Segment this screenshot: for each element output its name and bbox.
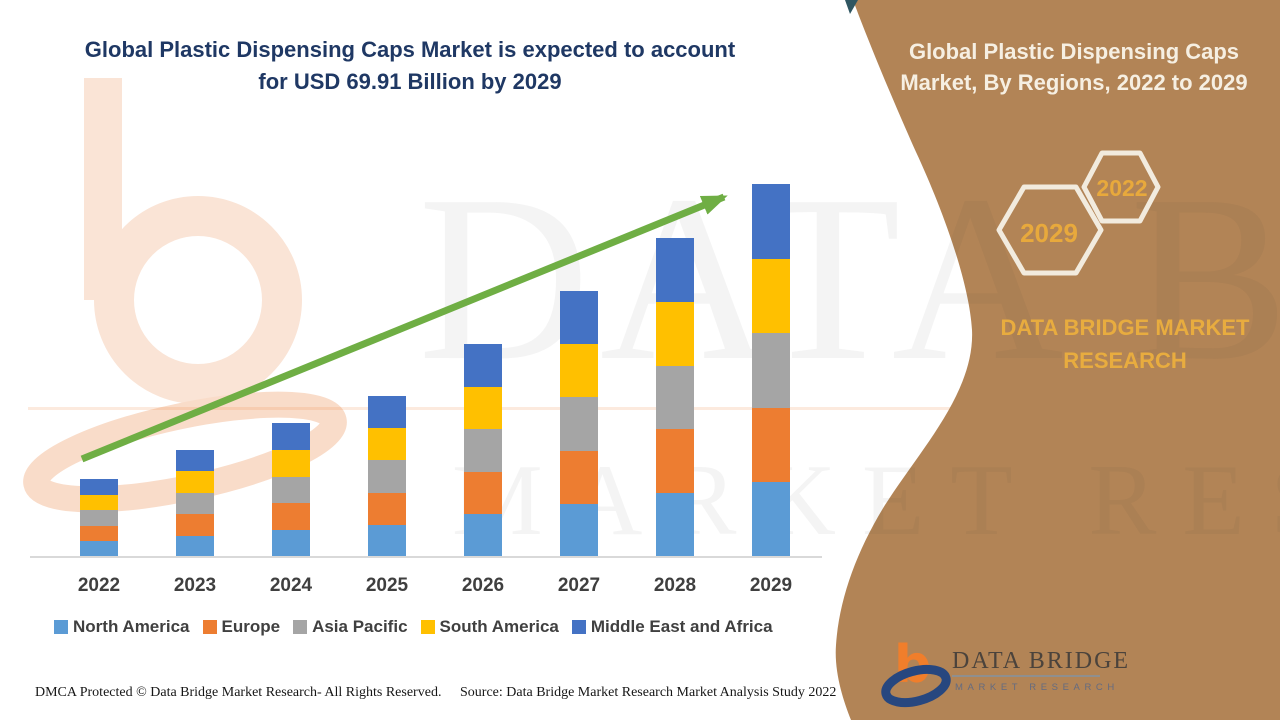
bar-segment-2024-europe xyxy=(272,503,310,531)
legend-item-middle-east-and-africa: Middle East and Africa xyxy=(571,617,773,637)
bar-2029 xyxy=(752,184,790,557)
bar-segment-2029-asia-pacific xyxy=(752,333,790,408)
bar-segment-2022-south-america xyxy=(80,494,118,511)
bar-segment-2028-asia-pacific xyxy=(656,365,694,430)
bar-segment-2026-middle-east-and-africa xyxy=(464,344,502,387)
bar-segment-2027-asia-pacific xyxy=(560,397,598,451)
bar-segment-2027-south-america xyxy=(560,344,598,398)
logo-name-text: DATA BRIDGE xyxy=(952,648,1128,674)
chart-title: Global Plastic Dispensing Caps Market is… xyxy=(40,34,780,98)
brand-text-line2: RESEARCH xyxy=(1063,348,1187,373)
bar-segment-2024-north-america xyxy=(272,530,310,557)
bar-segment-2028-north-america xyxy=(656,493,694,557)
bar-segment-2029-north-america xyxy=(752,482,790,557)
brand-text-line1: DATA BRIDGE MARKET xyxy=(1000,315,1250,340)
bar-segment-2028-europe xyxy=(656,429,694,494)
bar-segment-2028-middle-east-and-africa xyxy=(656,238,694,302)
bar-2022 xyxy=(80,479,118,557)
x-label-2025: 2025 xyxy=(365,575,409,596)
footer-source-text: Source: Data Bridge Market Research Mark… xyxy=(460,685,837,700)
bar-segment-2026-south-america xyxy=(464,386,502,430)
legend-item-europe: Europe xyxy=(202,617,281,637)
legend-swatch-icon xyxy=(202,620,217,634)
bar-segment-2024-asia-pacific xyxy=(272,476,310,504)
bar-2026 xyxy=(464,344,502,557)
bar-segment-2024-south-america xyxy=(272,449,310,477)
chart-title-line1: Global Plastic Dispensing Caps Market is… xyxy=(84,37,736,62)
bar-segment-2024-middle-east-and-africa xyxy=(272,423,310,450)
x-label-2026: 2026 xyxy=(461,575,505,596)
x-label-2023: 2023 xyxy=(173,575,217,596)
footer-dmca-text: DMCA Protected © Data Bridge Market Rese… xyxy=(35,685,442,700)
logo-underline xyxy=(952,675,1100,677)
bar-2028 xyxy=(656,238,694,557)
side-panel-title-line1: Global Plastic Dispensing Caps xyxy=(908,39,1240,64)
bar-segment-2023-asia-pacific xyxy=(176,492,214,515)
legend-item-south-america: South America xyxy=(420,617,559,637)
chart-title-line2: for USD 69.91 Billion by 2029 xyxy=(258,69,562,94)
bar-segment-2027-north-america xyxy=(560,503,598,557)
bar-segment-2023-europe xyxy=(176,514,214,536)
bar-segment-2025-south-america xyxy=(368,428,406,461)
bar-segment-2023-north-america xyxy=(176,535,214,557)
x-label-2028: 2028 xyxy=(653,575,697,596)
x-label-2024: 2024 xyxy=(269,575,313,596)
bar-segment-2022-north-america xyxy=(80,541,118,557)
bar-2027 xyxy=(560,290,598,557)
hexagon-2029-label: 2029 xyxy=(1020,218,1078,248)
bar-segment-2025-europe xyxy=(368,492,406,525)
bar-segment-2027-middle-east-and-africa xyxy=(560,290,598,345)
bar-segment-2029-europe xyxy=(752,407,790,483)
bar-segment-2023-south-america xyxy=(176,471,214,493)
bar-segment-2029-middle-east-and-africa xyxy=(752,184,790,259)
legend-item-north-america: North America xyxy=(54,617,190,637)
legend-item-asia-pacific: Asia Pacific xyxy=(293,617,408,637)
x-label-2027: 2027 xyxy=(557,575,601,596)
legend-swatch-icon xyxy=(293,620,308,634)
bar-2025 xyxy=(368,395,406,557)
bar-segment-2022-asia-pacific xyxy=(80,510,118,526)
chart-legend: North America Europe Asia Pacific South Ame… xyxy=(54,617,773,637)
bar-segment-2028-south-america xyxy=(656,301,694,366)
legend-swatch-icon xyxy=(571,620,586,634)
bar-2024 xyxy=(272,423,310,557)
bar-segment-2026-asia-pacific xyxy=(464,429,502,472)
legend-label: North America xyxy=(73,617,190,636)
legend-label: South America xyxy=(439,617,559,636)
brand-text: DATA BRIDGE MARKET RESEARCH xyxy=(995,311,1255,377)
legend-swatch-icon xyxy=(420,620,435,634)
legend-swatch-icon xyxy=(54,620,68,634)
bar-segment-2026-north-america xyxy=(464,514,502,557)
legend-label: Asia Pacific xyxy=(312,617,408,636)
bar-segment-2025-north-america xyxy=(368,524,406,557)
hexagon-2022-label: 2022 xyxy=(1096,175,1148,201)
bar-segment-2023-middle-east-and-africa xyxy=(176,449,214,472)
bar-2023 xyxy=(176,449,214,557)
x-label-2022: 2022 xyxy=(77,575,121,596)
x-label-2029: 2029 xyxy=(749,575,793,596)
side-panel-title-line2: Market, By Regions, 2022 to 2029 xyxy=(900,70,1248,95)
bar-segment-2022-middle-east-and-africa xyxy=(80,479,118,495)
bar-segment-2029-south-america xyxy=(752,258,790,334)
side-panel-title: Global Plastic Dispensing Caps Market, B… xyxy=(878,36,1270,98)
legend-label: Europe xyxy=(221,617,281,636)
bar-segment-2025-middle-east-and-africa xyxy=(368,395,406,429)
legend-label: Middle East and Africa xyxy=(590,617,773,636)
bar-segment-2025-asia-pacific xyxy=(368,460,406,493)
x-axis-line xyxy=(30,556,822,558)
bar-segment-2026-europe xyxy=(464,471,502,515)
bar-segment-2022-europe xyxy=(80,525,118,542)
logo-sub-text: MARKET RESEARCH xyxy=(955,682,1119,693)
bar-segment-2027-europe xyxy=(560,450,598,504)
data-bridge-logo: b DATA BRIDGE MARKET RESEARCH xyxy=(878,628,1128,712)
